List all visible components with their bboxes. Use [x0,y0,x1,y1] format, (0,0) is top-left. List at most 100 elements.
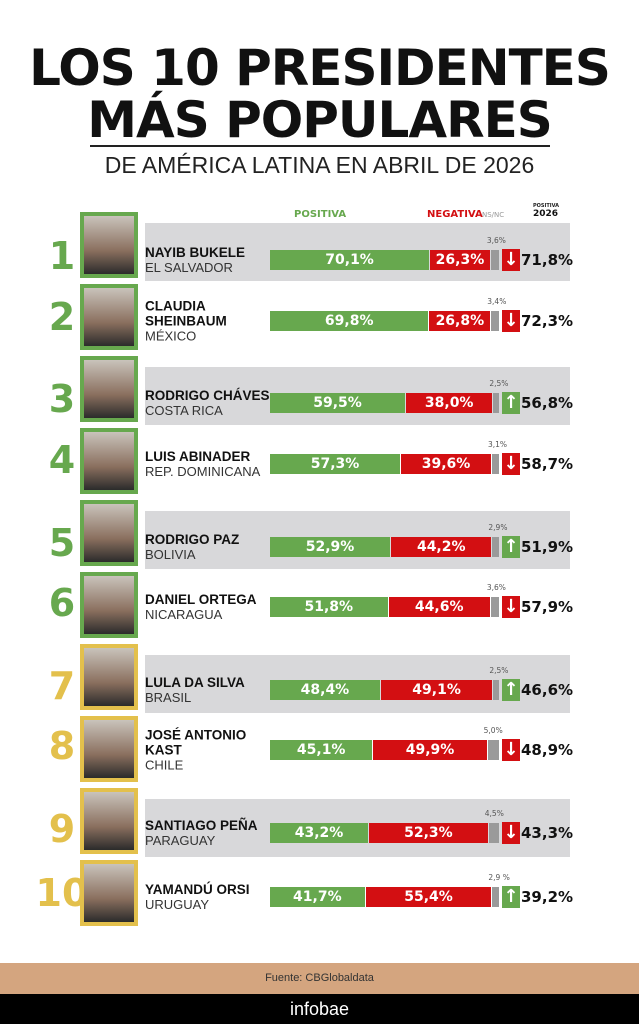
title-line-1: LOS 10 PRESIDENTES [29,39,611,97]
bar-negative: 49,9% [373,740,487,760]
president-photo [80,500,138,566]
arrow-up-icon: ↑ [502,679,520,701]
country: NICARAGUA [145,607,223,622]
arrow-down-icon: ↓ [502,453,520,475]
president-info: DANIEL ORTEGA NICARAGUA [145,592,270,622]
president-info: SANTIAGO PEÑA PARAGUAY [145,818,270,848]
bar-negative: 55,4% [365,887,492,907]
rank-number: 8 [48,724,76,768]
country: PARAGUAY [145,833,216,848]
arrow-up-icon: ↑ [502,536,520,558]
nsnc-label: 3,1% [487,440,508,449]
rank-number: 2 [48,295,76,339]
nsnc-label: 2,5% [489,379,509,388]
legend-prev-year: 2026 [533,209,559,219]
country: URUGUAY [145,897,210,912]
previous-positive: 51,9% [521,538,574,556]
arrow-down-icon: ↓ [502,249,520,271]
president-photo [80,284,138,350]
rank-number: 4 [48,438,76,482]
nsnc-label: 3,6% [486,236,506,245]
nsnc-label: 2,5% [489,666,509,675]
nsnc-label: 5,0% [483,726,503,735]
president-info: RODRIGO CHÁVES COSTA RICA [145,388,270,418]
president-photo [80,356,138,422]
previous-positive: 71,8% [521,251,574,269]
rank-number: 5 [48,521,76,565]
bar-negative: 52,3% [369,823,488,843]
bar-nsnc [493,393,499,413]
nsnc-label: 2,9 % [488,873,510,882]
president-name: RODRIGO CHÁVES [145,388,270,403]
country: COSTA RICA [145,403,223,418]
bar-positive: 59,5% [270,393,406,413]
legend-nsnc: NS/NC [482,211,505,219]
bar-positive: 43,2% [270,823,369,843]
rank-number: 1 [48,234,76,278]
president-photo [80,428,138,494]
bar-negative: 44,6% [388,597,490,617]
rank-number: 9 [48,807,76,851]
nsnc-label: 2,9% [488,523,508,532]
president-name: CLAUDIA SHEINBAUM [145,298,227,329]
bar-negative: 38,0% [406,393,493,413]
arrow-down-icon: ↓ [502,822,520,844]
president-info: RODRIGO PAZ BOLIVIA [145,532,270,562]
title-divider [90,145,550,147]
president-photo [80,788,138,854]
nsnc-label: 3,4% [487,297,507,306]
brand-footer: infobae [0,994,639,1024]
country: REP. DOMINICANA [145,464,261,479]
arrow-down-icon: ↓ [502,310,520,332]
previous-positive: 43,3% [521,824,574,842]
bar-nsnc [491,311,499,331]
subtitle: DE AMÉRICA LATINA EN ABRIL DE 2026 [104,152,535,178]
president-name: DANIEL ORTEGA [145,592,257,607]
legend-negative: NEGATIVA [427,209,483,220]
bar-nsnc [492,887,499,907]
previous-positive: 57,9% [521,598,574,616]
bar-nsnc [487,740,499,760]
previous-positive: 72,3% [521,312,574,330]
country: BOLIVIA [145,547,196,562]
president-info: JOSÉ ANTONIO KAST CHILE [145,728,270,773]
bar-negative: 26,3% [430,250,490,270]
bar-positive: 69,8% [270,311,429,331]
previous-positive: 39,2% [521,888,574,906]
bar-negative: 49,1% [380,680,493,700]
bar-positive: 51,8% [270,597,388,617]
previous-positive: 58,7% [521,455,574,473]
rank-number: 3 [48,377,76,421]
bar-negative: 44,2% [391,537,492,557]
title-line-2: MÁS POPULARES [87,91,553,149]
president-photo [80,572,138,638]
previous-positive: 56,8% [521,394,574,412]
arrow-up-icon: ↑ [502,392,520,414]
president-name: YAMANDÚ ORSI [145,882,250,897]
previous-positive: 48,9% [521,741,574,759]
president-name: LUIS ABINADER [145,449,251,464]
rank-number: 7 [48,664,76,708]
bar-negative: 26,8% [429,311,491,331]
rank-number: 10 [35,871,89,915]
president-name: JOSÉ ANTONIO KAST [145,727,247,758]
rank-number: 6 [48,581,76,625]
president-name: NAYIB BUKELE [145,245,246,260]
bar-positive: 45,1% [270,740,373,760]
bar-positive: 41,7% [270,887,365,907]
arrow-down-icon: ↓ [502,739,520,761]
president-info: NAYIB BUKELE EL SALVADOR [145,245,270,275]
president-name: SANTIAGO PEÑA [145,818,258,833]
arrow-down-icon: ↓ [502,596,520,618]
source-note: Fuente: CBGlobaldata [0,963,639,994]
nsnc-label: 3,6% [486,583,506,592]
nsnc-label: 4,5% [484,809,504,818]
president-info: CLAUDIA SHEINBAUM MÉXICO [145,299,270,344]
bar-negative: 39,6% [401,454,491,474]
country: EL SALVADOR [145,260,233,275]
country: MÉXICO [145,328,197,344]
president-info: LUIS ABINADER REP. DOMINICANA [145,449,270,479]
legend-positive: POSITIVA [294,209,347,220]
bar-positive: 70,1% [270,250,430,270]
bar-nsnc [490,250,499,270]
